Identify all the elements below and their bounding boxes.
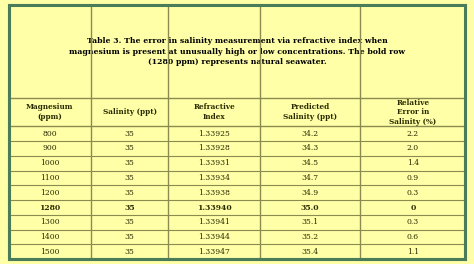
Text: 800: 800 [42, 130, 57, 138]
Text: 0.6: 0.6 [407, 233, 419, 241]
Text: 900: 900 [42, 144, 57, 152]
Text: 34.7: 34.7 [301, 174, 319, 182]
Text: 1.33944: 1.33944 [198, 233, 230, 241]
Text: 1100: 1100 [40, 174, 59, 182]
FancyBboxPatch shape [9, 5, 465, 259]
Text: 1000: 1000 [40, 159, 59, 167]
Bar [9, 98, 465, 126]
Text: 34.2: 34.2 [301, 130, 319, 138]
Text: 1.33925: 1.33925 [198, 130, 230, 138]
Text: 35.1: 35.1 [301, 218, 319, 226]
Text: Salinity (ppt): Salinity (ppt) [102, 108, 157, 116]
Text: 1.1: 1.1 [407, 248, 419, 256]
Text: 34.3: 34.3 [301, 144, 319, 152]
Text: 35: 35 [125, 174, 135, 182]
Text: 35.2: 35.2 [301, 233, 319, 241]
Text: 1.33941: 1.33941 [198, 218, 230, 226]
Text: 1300: 1300 [40, 218, 59, 226]
Text: 35: 35 [125, 218, 135, 226]
Text: 1.33940: 1.33940 [197, 204, 231, 211]
Text: 1.33931: 1.33931 [198, 159, 230, 167]
Text: 35: 35 [125, 130, 135, 138]
Bar [9, 5, 465, 98]
Text: 1280: 1280 [39, 204, 60, 211]
Text: 1.33934: 1.33934 [198, 174, 230, 182]
Text: 35.4: 35.4 [301, 248, 319, 256]
Text: 35: 35 [125, 159, 135, 167]
Text: 1500: 1500 [40, 248, 59, 256]
Text: 1.33947: 1.33947 [198, 248, 230, 256]
Text: 34.9: 34.9 [301, 189, 319, 197]
Text: 35: 35 [124, 204, 135, 211]
Text: 1.4: 1.4 [407, 159, 419, 167]
Text: 35: 35 [125, 144, 135, 152]
Text: 35: 35 [125, 248, 135, 256]
Text: 0.3: 0.3 [407, 189, 419, 197]
Text: 34.5: 34.5 [301, 159, 319, 167]
Text: 1.33938: 1.33938 [198, 189, 230, 197]
Text: Relative
Error in
Salinity (%): Relative Error in Salinity (%) [389, 98, 437, 126]
Text: 0.9: 0.9 [407, 174, 419, 182]
Text: Table 3. The error in salinity measurement via refractive index when
magnesium i: Table 3. The error in salinity measureme… [69, 37, 405, 66]
Text: Refractive
Index: Refractive Index [193, 103, 235, 121]
Text: 1400: 1400 [40, 233, 59, 241]
Text: Magnesium
(ppm): Magnesium (ppm) [26, 103, 73, 121]
Text: 35: 35 [125, 189, 135, 197]
Text: 35.0: 35.0 [301, 204, 319, 211]
Text: 1200: 1200 [40, 189, 59, 197]
Text: 35: 35 [125, 233, 135, 241]
Text: 0.3: 0.3 [407, 218, 419, 226]
Text: 1.33928: 1.33928 [198, 144, 230, 152]
Text: 2.2: 2.2 [407, 130, 419, 138]
Text: 0: 0 [410, 204, 416, 211]
Text: Predicted
Salinity (ppt): Predicted Salinity (ppt) [283, 103, 337, 121]
Text: 2.0: 2.0 [407, 144, 419, 152]
